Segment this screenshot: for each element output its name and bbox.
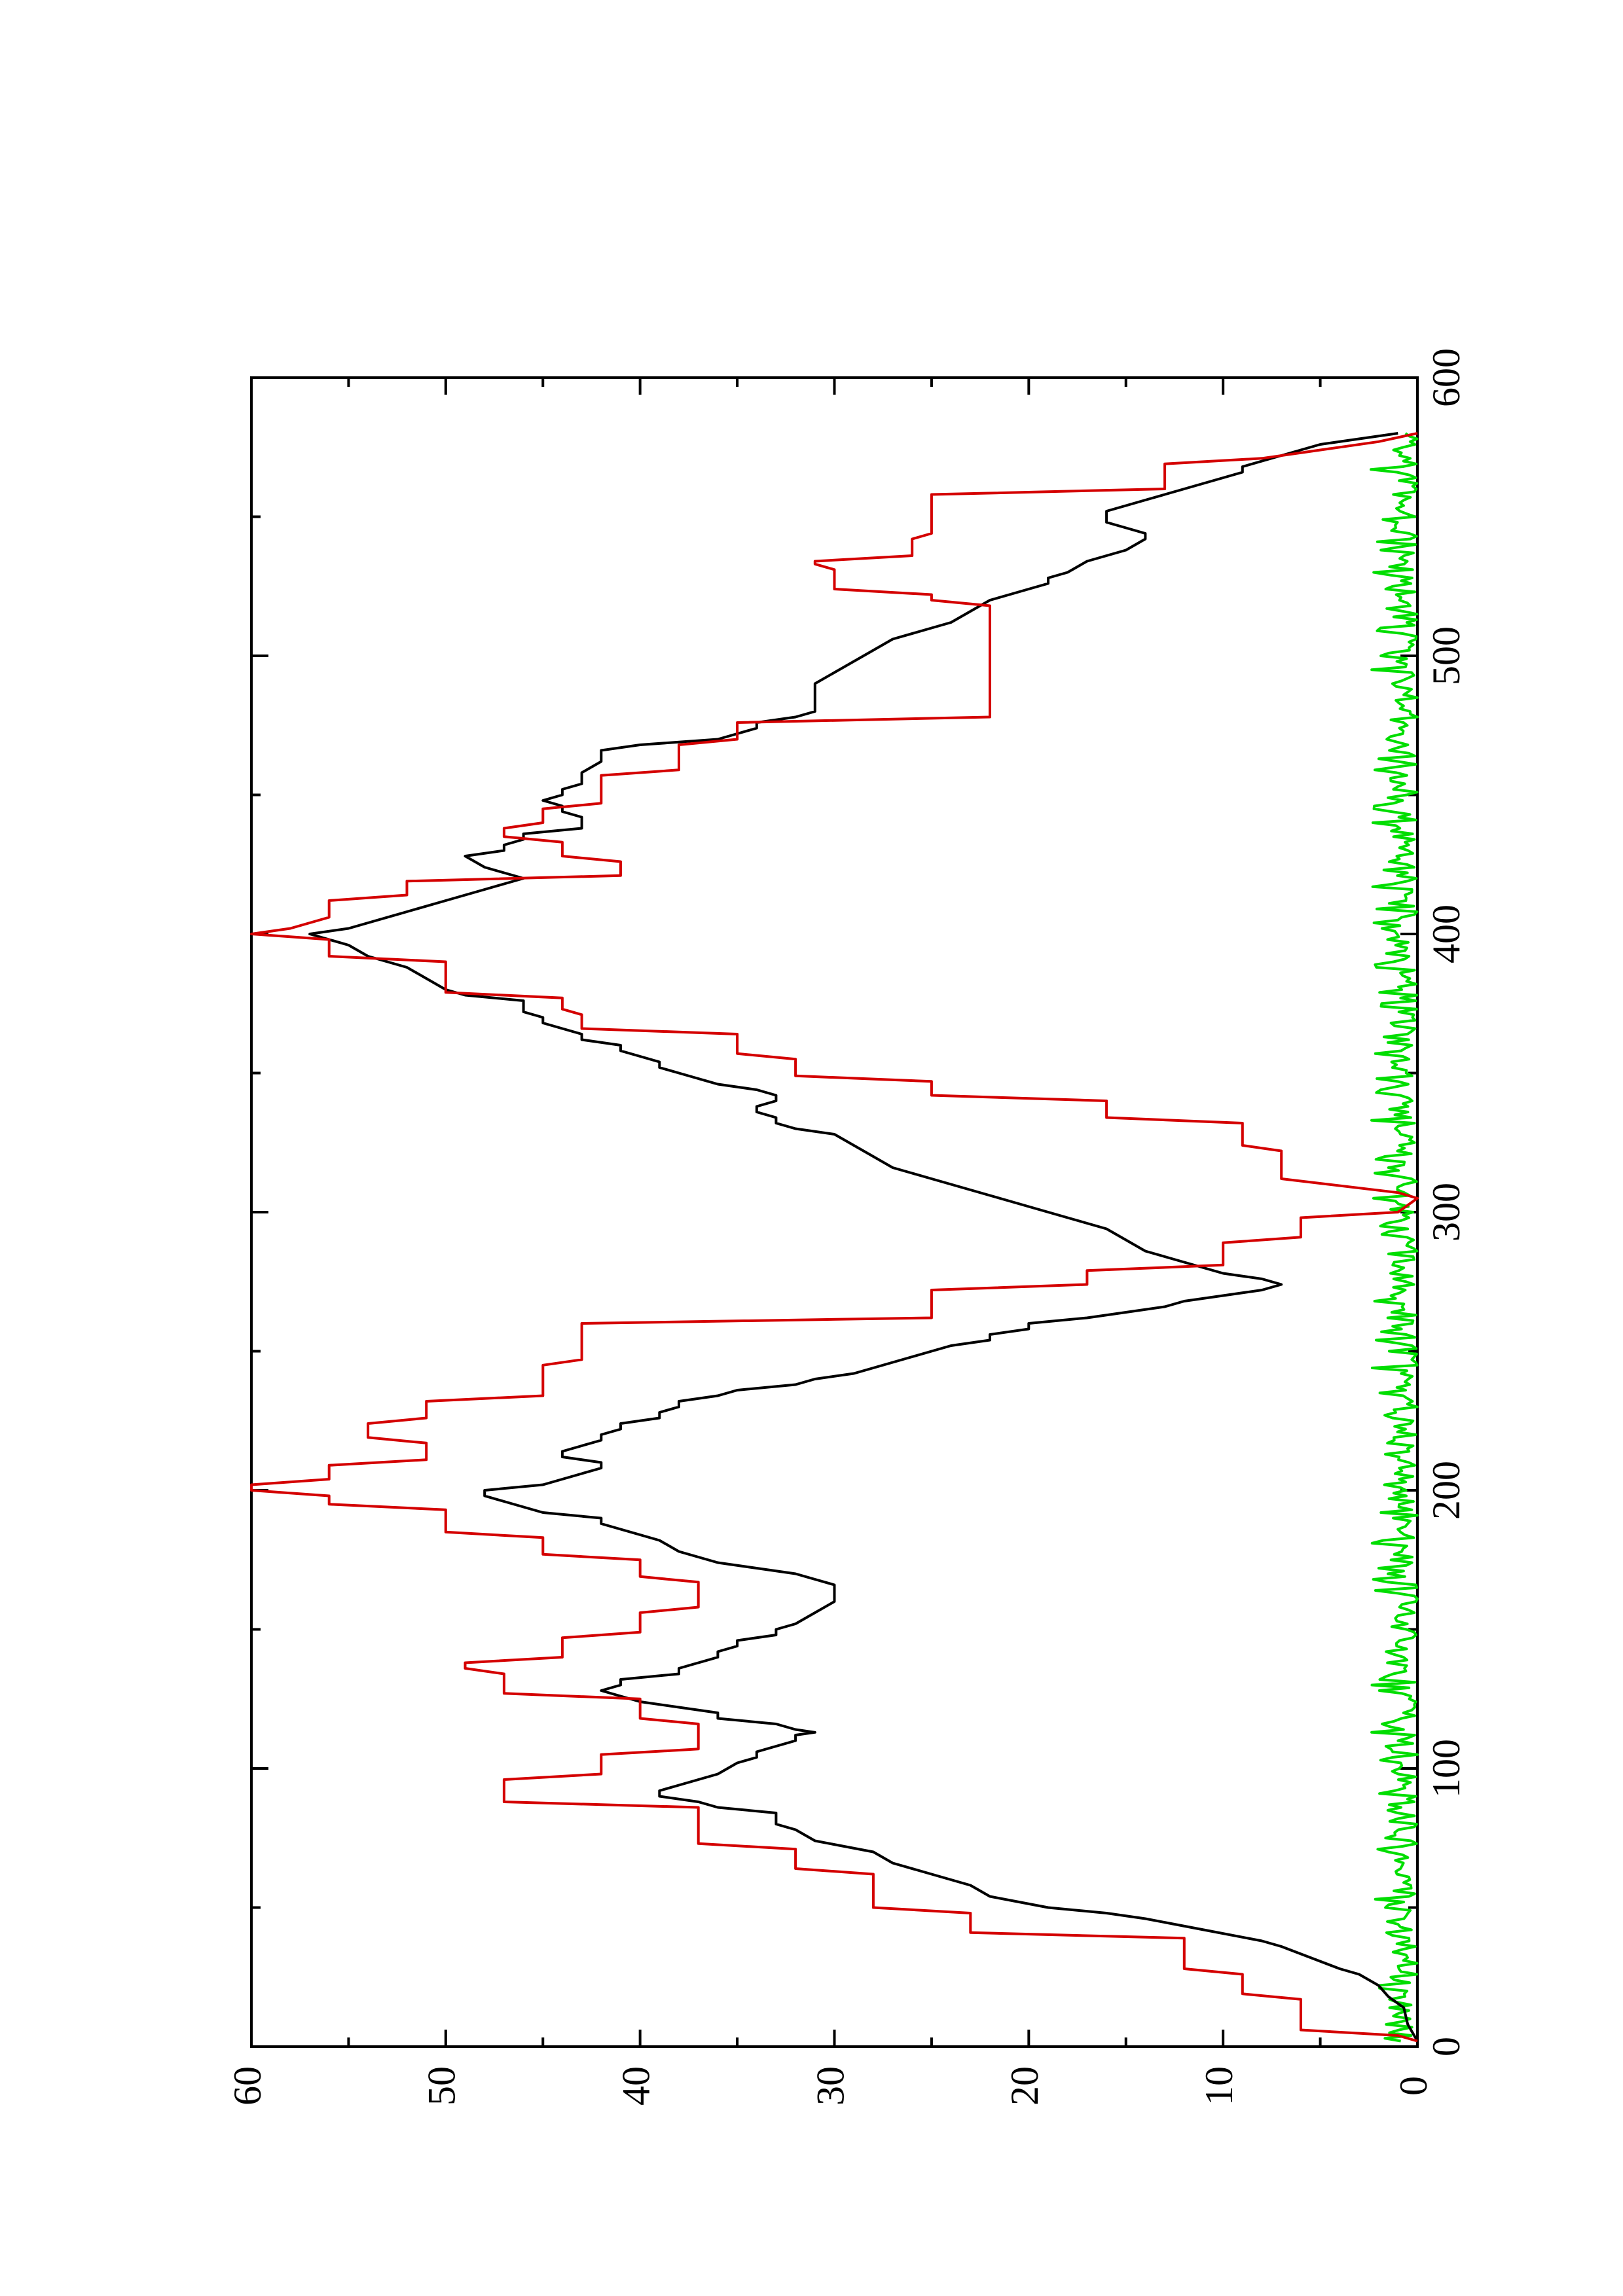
- plot-border: [250, 376, 1419, 2048]
- y-tick-label: 40: [614, 2066, 657, 2106]
- y-tick-label: 0: [1392, 2076, 1435, 2096]
- axis-ticks: [250, 376, 1419, 2048]
- y-tick-label: 30: [809, 2066, 852, 2106]
- x-tick-label: 200: [1425, 1461, 1468, 1520]
- y-tick-label: 60: [226, 2066, 269, 2106]
- series-black-line: [308, 432, 1419, 2042]
- plot-area-frame: [250, 376, 1419, 2048]
- data-series: [250, 432, 1419, 2043]
- y-tick-label: 20: [1003, 2066, 1046, 2106]
- x-tick-label: 400: [1425, 905, 1468, 963]
- y-tick-label: 50: [420, 2066, 464, 2106]
- x-tick-label: 0: [1425, 2037, 1468, 2056]
- x-tick-label: 300: [1425, 1183, 1468, 1242]
- series-green-line: [1370, 432, 1419, 2043]
- y-tick-label: 10: [1197, 2066, 1241, 2106]
- axis-tick-labels: 0 100 200 300 400 500 600 0 10 20 30 40 50 60: [226, 348, 1468, 2106]
- series-red-step-line: [250, 432, 1419, 2043]
- x-tick-label: 100: [1425, 1739, 1468, 1798]
- x-tick-label: 500: [1425, 626, 1468, 685]
- x-tick-label: 600: [1425, 348, 1468, 407]
